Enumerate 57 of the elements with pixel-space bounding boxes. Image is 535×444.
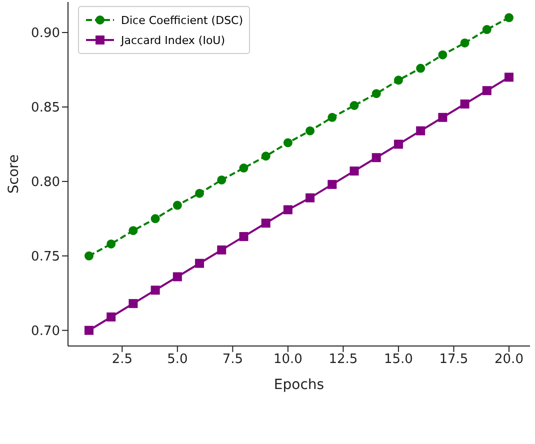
point bbox=[239, 232, 248, 242]
point bbox=[239, 164, 248, 173]
point bbox=[504, 72, 514, 82]
point bbox=[350, 101, 359, 110]
point bbox=[150, 286, 160, 295]
x-tick-label: 5.0 bbox=[167, 352, 188, 368]
point bbox=[306, 193, 315, 202]
point bbox=[438, 112, 448, 122]
x-tick-label: 20.0 bbox=[494, 352, 524, 368]
point bbox=[261, 218, 270, 228]
point bbox=[283, 138, 292, 148]
y-tick-label: 0.80 bbox=[31, 175, 60, 190]
legend-label: Jaccard Index (IoU) bbox=[121, 34, 226, 46]
x-tick-label: 12.5 bbox=[328, 352, 358, 368]
point bbox=[283, 205, 292, 214]
point bbox=[438, 50, 448, 60]
point bbox=[328, 112, 337, 122]
point bbox=[504, 13, 514, 22]
point bbox=[106, 312, 116, 322]
y-axis-title: Score bbox=[6, 154, 22, 194]
point bbox=[372, 153, 381, 162]
x-tick-label: 2.5 bbox=[112, 352, 132, 368]
point bbox=[482, 86, 492, 96]
y-tick-label: 0.85 bbox=[31, 100, 60, 116]
point bbox=[416, 126, 426, 136]
point bbox=[460, 100, 470, 109]
x-tick-label: 17.5 bbox=[439, 352, 468, 368]
y-tick-label: 0.70 bbox=[31, 324, 60, 339]
point bbox=[84, 326, 94, 335]
point bbox=[195, 258, 204, 268]
point bbox=[328, 180, 337, 189]
point bbox=[128, 299, 138, 308]
point bbox=[217, 245, 226, 254]
point bbox=[394, 76, 403, 85]
legend-label: Dice Coefficient (DSC) bbox=[121, 14, 244, 26]
y-tick-label: 0.75 bbox=[31, 250, 60, 265]
y-tick-label: 0.90 bbox=[31, 26, 60, 42]
point bbox=[372, 89, 381, 98]
point bbox=[172, 200, 182, 210]
point bbox=[172, 272, 182, 282]
point bbox=[350, 166, 359, 176]
point bbox=[128, 226, 138, 236]
x-axis-title: Epochs bbox=[274, 377, 324, 393]
point bbox=[416, 64, 426, 73]
point bbox=[195, 188, 204, 198]
point bbox=[217, 175, 226, 184]
point bbox=[482, 25, 492, 34]
x-tick-label: 10.0 bbox=[273, 352, 302, 368]
point bbox=[106, 239, 116, 248]
point bbox=[84, 251, 94, 260]
x-tick-label: 7.5 bbox=[222, 352, 244, 368]
point bbox=[261, 152, 270, 161]
point bbox=[306, 126, 315, 136]
x-tick-label: 15.0 bbox=[384, 352, 413, 368]
point bbox=[460, 38, 470, 48]
point bbox=[394, 140, 403, 149]
point bbox=[150, 214, 160, 224]
